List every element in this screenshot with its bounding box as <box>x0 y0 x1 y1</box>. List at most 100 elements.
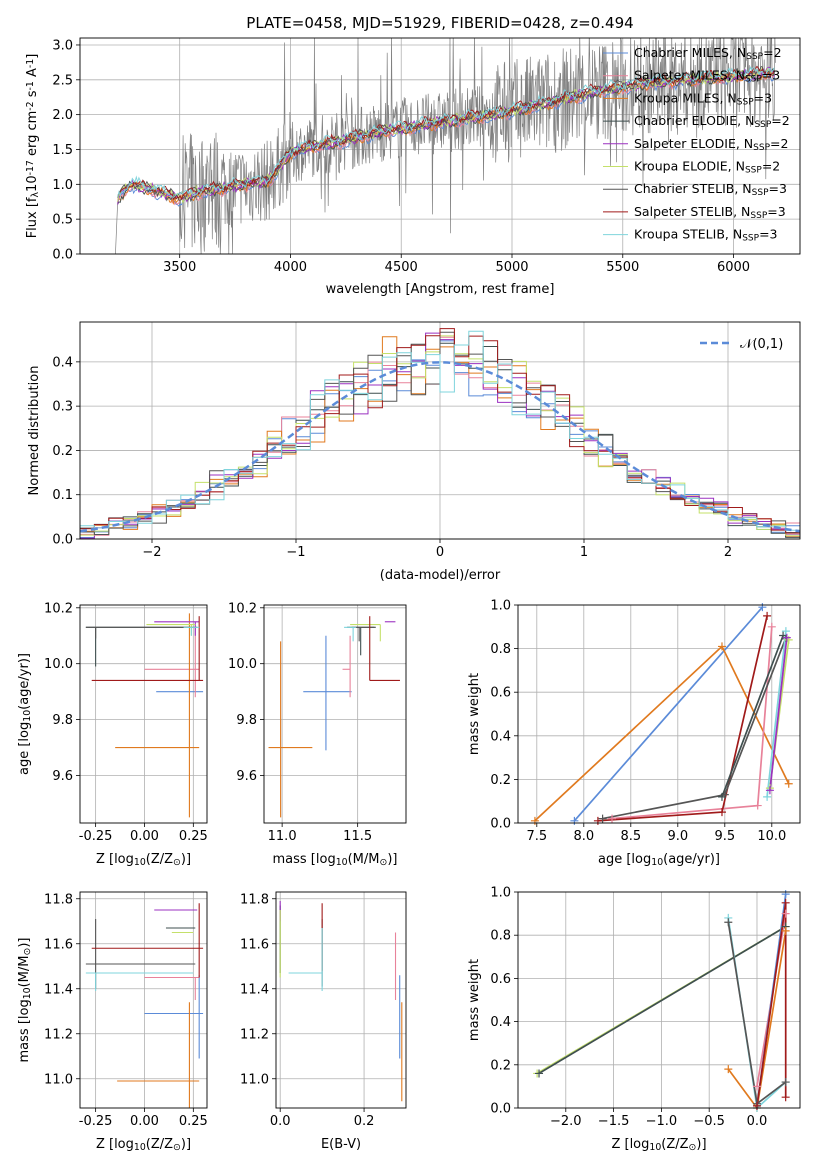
axes-frame <box>263 604 407 824</box>
weight-marker-chabrier_miles <box>758 603 767 612</box>
plot-area <box>279 901 403 1102</box>
weight-marker-salpeter_miles <box>608 814 616 823</box>
plot-area <box>115 38 776 254</box>
y-tick-label: 0.4 <box>52 355 73 370</box>
weight-marker-salpeter_elodie <box>782 633 791 642</box>
y-axis-label: Normed distribution <box>27 366 42 496</box>
weight-marker-kroupa_stelib <box>781 627 790 636</box>
y-tick-label: 11.2 <box>44 1027 73 1042</box>
weight-marker-chabrier_stelib <box>724 918 733 927</box>
weight-line-salpeter_miles <box>611 626 773 820</box>
x-tick-label: 5500 <box>606 260 639 275</box>
x-tick-label: 4500 <box>385 260 418 275</box>
plot-area <box>268 616 400 818</box>
x-tick-label: 7.5 <box>526 829 547 844</box>
x-tick-label: 0.25 <box>179 1114 208 1129</box>
weight-marker-salpeter_miles <box>767 622 776 631</box>
x-tick-label: 5000 <box>495 260 528 275</box>
weight-marker-chabrier_elodie <box>717 792 726 801</box>
weight-marker-salpeter_stelib <box>781 898 790 907</box>
legend-label-kroupa_miles: Kroupa MILES, NSSP=3 <box>634 90 772 107</box>
weight-marker-salpeter_miles <box>781 909 790 918</box>
x-tick-label: −2.0 <box>550 1114 582 1129</box>
x-axis-label: Z [log10(Z/Z⊙)] <box>611 1137 706 1153</box>
y-tick-label: 2.5 <box>52 73 73 88</box>
legend-label-salpeter_elodie: Salpeter ELODIE, NSSP=2 <box>634 136 788 153</box>
y-tick-label: 9.8 <box>236 713 257 728</box>
legend-label-normal: 𝒩(0,1) <box>740 337 783 352</box>
y-axis-label: mass weight <box>467 959 482 1041</box>
axes-massweight_vs_age: 7.5 8.0 8.5 9.0 9.5 10.0 0.0 0.2 0.4 0.6 0.8 1.0 age… <box>467 599 801 868</box>
x-tick-label: −0.5 <box>693 1114 725 1129</box>
y-tick-label: 0.0 <box>490 1102 511 1117</box>
y-tick-label: 9.8 <box>52 713 73 728</box>
x-tick-label: 3500 <box>163 260 196 275</box>
weight-line-kroupa_stelib <box>766 631 787 797</box>
y-tick-label: 11.4 <box>44 982 73 997</box>
x-tick-label: 0.0 <box>747 1114 768 1129</box>
x-tick-label: -0.25 <box>79 829 113 844</box>
weight-marker-kroupa_miles <box>724 1065 733 1074</box>
weight-line-kroupa_miles <box>534 644 790 822</box>
axes-massweight_vs_Z: −2.0 −1.5 −1.0 −0.5 0.0 0.0 0.2 0.4 0.6 0.8 1.0 Z [… <box>467 886 801 1153</box>
x-tick-label: 9.5 <box>714 829 735 844</box>
y-tick-label: 2.0 <box>52 108 73 123</box>
weight-marker-salpeter_stelib <box>752 1101 761 1110</box>
axes-frame <box>517 891 801 1109</box>
normal-curve <box>80 361 800 533</box>
x-tick-label: 9.0 <box>667 829 688 844</box>
axes-frame <box>79 37 801 255</box>
y-axis-label: mass weight <box>467 673 482 755</box>
x-tick-label: −1.0 <box>646 1114 678 1129</box>
weight-marker-kroupa_stelib <box>763 792 772 801</box>
plot-area <box>534 606 790 822</box>
y-tick-label: 3.0 <box>52 38 73 53</box>
x-tick-label: 0.25 <box>179 829 208 844</box>
y-tick-label: 0.2 <box>490 1058 511 1073</box>
y-tick-label: 0.0 <box>52 533 73 548</box>
plot-area <box>536 894 787 1108</box>
x-tick-label: 8.5 <box>620 829 641 844</box>
axes-residuals: −2 −1 0 1 2 0.0 0.1 0.2 0.3 0.4 (data-model)/error… <box>27 321 801 583</box>
weight-marker-salpeter_elodie <box>765 786 774 795</box>
weight-marker-salpeter_stelib <box>593 816 602 825</box>
y-tick-label: 9.6 <box>52 769 73 784</box>
x-tick-label: −2 <box>142 545 161 560</box>
y-axis-label: Flux [fλ10-17 erg cm-2 s-1 A-1] <box>25 54 41 239</box>
data-spectrum-line <box>115 38 776 254</box>
y-tick-label: 0.8 <box>490 642 511 657</box>
y-tick-label: 0.5 <box>52 213 73 228</box>
y-tick-label: 10.2 <box>44 601 73 616</box>
y-tick-label: 0.4 <box>490 729 511 744</box>
legend-label-salpeter_stelib: Salpeter STELIB, NSSP=3 <box>634 204 786 221</box>
y-tick-label: 11.8 <box>240 892 269 907</box>
weight-marker-kroupa_miles <box>530 816 539 825</box>
x-tick-label: 10.0 <box>757 829 786 844</box>
y-tick-label: 11.6 <box>240 937 269 952</box>
weight-line-salpeter_stelib <box>597 615 768 822</box>
y-tick-label: 10.0 <box>228 657 257 672</box>
y-tick-label: 0.6 <box>490 972 511 987</box>
y-tick-label: 11.4 <box>240 982 269 997</box>
y-tick-label: 0.2 <box>52 444 73 459</box>
legend-label-chabrier_stelib: Chabrier STELIB, NSSP=3 <box>634 181 787 198</box>
legend-label-kroupa_stelib: Kroupa STELIB, NSSP=3 <box>634 227 778 244</box>
x-tick-label: 2 <box>724 545 732 560</box>
legend-label-chabrier_miles: Chabrier MILES, NSSP=2 <box>634 45 782 62</box>
plot-area <box>85 903 204 1108</box>
weight-marker-salpeter_stelib <box>763 611 772 620</box>
axes-frame <box>275 891 407 1109</box>
weight-marker-chabrier_miles <box>781 890 790 899</box>
x-axis-label: E(B-V) <box>321 1137 361 1152</box>
weight-marker-chabrier_stelib <box>781 1078 790 1087</box>
weight-line-chabrier_miles <box>573 606 764 822</box>
x-tick-label: 1 <box>580 545 588 560</box>
weight-line-chabrier_elodie <box>538 925 787 1075</box>
x-tick-label: −1.5 <box>598 1114 630 1129</box>
y-tick-label: 11.0 <box>240 1072 269 1087</box>
y-tick-label: 10.0 <box>44 657 73 672</box>
x-tick-label: 11.0 <box>268 829 297 844</box>
axes-frame <box>517 604 801 824</box>
x-tick-label: 0 <box>436 545 444 560</box>
model-line-kroupa_stelib <box>117 66 775 198</box>
